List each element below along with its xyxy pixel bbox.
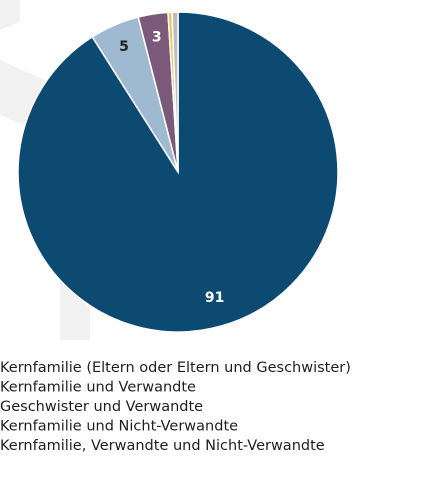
data-label: 5 bbox=[119, 39, 129, 55]
background-shape bbox=[0, 0, 20, 30]
legend-label: Kernfamilie und Nicht-Verwandte bbox=[0, 419, 238, 435]
data-label: 91 bbox=[205, 290, 224, 306]
legend-label: Kernfamilie, Verwandte und Nicht-Verwand… bbox=[0, 438, 325, 454]
pie-slice bbox=[171, 11, 179, 173]
legend-label: Kernfamilie (Eltern oder Eltern und Gesc… bbox=[0, 360, 351, 376]
legend-label: Geschwister und Verwandte bbox=[0, 399, 203, 415]
data-label: 3 bbox=[152, 30, 162, 46]
legend-label: Kernfamilie und Verwandte bbox=[0, 380, 196, 396]
